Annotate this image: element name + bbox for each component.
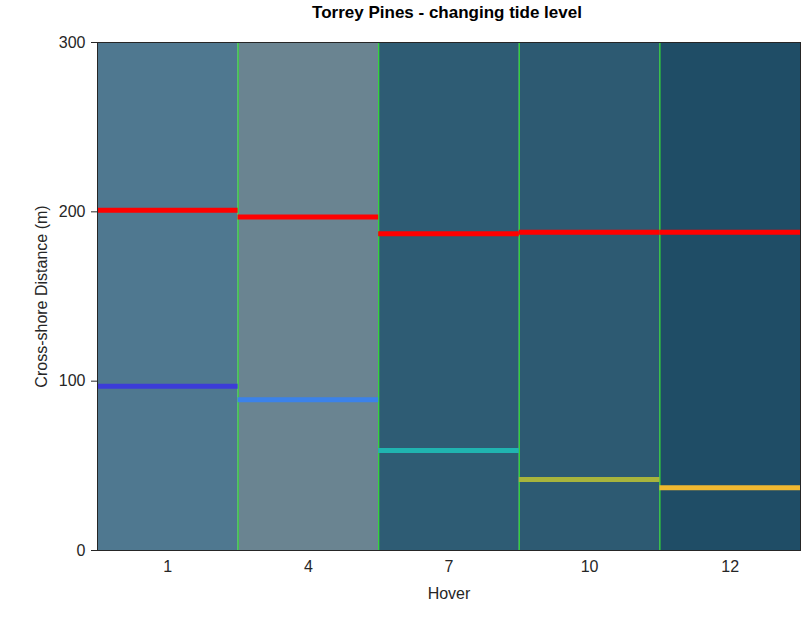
html-text:Torrey Pines - changing tide l: Torrey Pines - changing tide level — [312, 3, 582, 22]
svg-text:0: 0 — [77, 542, 86, 559]
svg-text:10: 10 — [581, 558, 599, 575]
svg-text:Cross-shore Distance (m): Cross-shore Distance (m) — [33, 205, 50, 387]
svg-text:300: 300 — [59, 34, 86, 51]
svg-text:4: 4 — [304, 558, 313, 575]
svg-text:1: 1 — [163, 558, 172, 575]
svg-text:200: 200 — [59, 203, 86, 220]
svg-text:Hover: Hover — [428, 585, 471, 602]
svg-text:7: 7 — [445, 558, 454, 575]
svg-text:100: 100 — [59, 372, 86, 389]
svg-text:12: 12 — [721, 558, 739, 575]
